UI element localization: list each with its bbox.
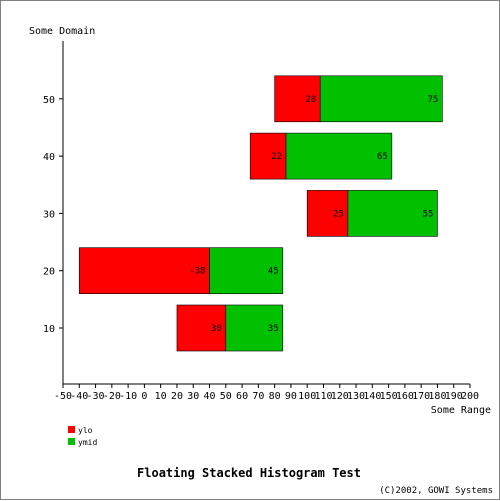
- bar-label-ylo-30: 25: [333, 209, 344, 219]
- x-tick-label: 190: [445, 391, 463, 402]
- x-tick-label: 150: [380, 391, 398, 402]
- x-tick-label: -30: [87, 391, 105, 402]
- x-tick-label: 130: [347, 391, 365, 402]
- bar-ymid-40: [285, 132, 393, 180]
- y-tick-label: 40: [43, 152, 55, 163]
- x-tick-label: 70: [252, 391, 264, 402]
- axes-group: -50-40-30-20-10 0 10 20 30 40 50 60 70 80 90 100110…: [43, 41, 479, 402]
- legend-swatch-ymid: [68, 438, 75, 445]
- credit-text: (C)2002, GOWI Systems: [379, 486, 493, 496]
- bar-label-ymid-30: 55: [423, 209, 434, 219]
- x-tick-label: 40: [203, 391, 215, 402]
- bar-ylo-20: [78, 247, 210, 294]
- bars-group: 30 35 -38 45 25 55 22 65 28 75: [78, 75, 443, 352]
- bar-label-ymid-50: 75: [427, 95, 438, 105]
- x-tick-label: 180: [428, 391, 446, 402]
- legend-label-ymid: ymid: [78, 438, 97, 447]
- bar-ymid-50: [319, 75, 443, 123]
- bar-label-ymid-20: 45: [268, 267, 279, 277]
- x-tick-label: 100: [298, 391, 316, 402]
- x-tick-label: -50: [54, 391, 72, 402]
- bar-label-ymid-10: 35: [268, 324, 279, 334]
- y-tick-label: 20: [43, 267, 55, 278]
- x-tick-label: 0: [141, 391, 147, 402]
- legend-label-ylo: ylo: [78, 426, 93, 435]
- x-tick-label: 90: [285, 391, 297, 402]
- y-tick-label: 50: [43, 95, 55, 106]
- x-tick-label: 120: [331, 391, 349, 402]
- legend-swatch-ylo: [68, 426, 75, 433]
- x-tick-label: 140: [363, 391, 381, 402]
- y-axis-label: Some Domain: [29, 26, 95, 37]
- y-tick-label: 10: [43, 324, 55, 335]
- x-tick-label: -20: [103, 391, 121, 402]
- bar-label-ylo-10: 30: [211, 324, 222, 334]
- x-tick-label: -10: [119, 391, 137, 402]
- bar-ylo-50: [274, 75, 321, 123]
- x-tick-label: 10: [155, 391, 167, 402]
- bar-ymid-30: [347, 190, 438, 237]
- x-tick-label: 80: [269, 391, 281, 402]
- bar-label-ylo-20: -38: [189, 267, 205, 277]
- x-tick-label: 30: [187, 391, 199, 402]
- x-tick-label: 20: [171, 391, 183, 402]
- x-tick-label: 160: [396, 391, 414, 402]
- x-tick-label: 110: [314, 391, 332, 402]
- x-tick-label: 170: [412, 391, 430, 402]
- bar-label-ylo-40: 22: [271, 152, 282, 162]
- x-tick-label: -40: [70, 391, 88, 402]
- y-tick-label: 30: [43, 209, 55, 220]
- legend: ylo ymid: [68, 426, 97, 447]
- x-axis-label: Some Range: [431, 405, 491, 416]
- bar-label-ymid-40: 65: [377, 152, 388, 162]
- x-tick-label: 50: [220, 391, 232, 402]
- bar-ymid-20: [209, 247, 284, 294]
- bar-ymid-10: [225, 304, 284, 352]
- chart-title: Floating Stacked Histogram Test: [137, 466, 361, 480]
- bar-ylo-30: [306, 190, 349, 237]
- bar-label-ylo-50: 28: [305, 95, 316, 105]
- x-tick-label: 200: [461, 391, 479, 402]
- x-tick-label: 60: [236, 391, 248, 402]
- bar-ylo-10: [176, 304, 227, 352]
- bar-ylo-40: [249, 132, 287, 180]
